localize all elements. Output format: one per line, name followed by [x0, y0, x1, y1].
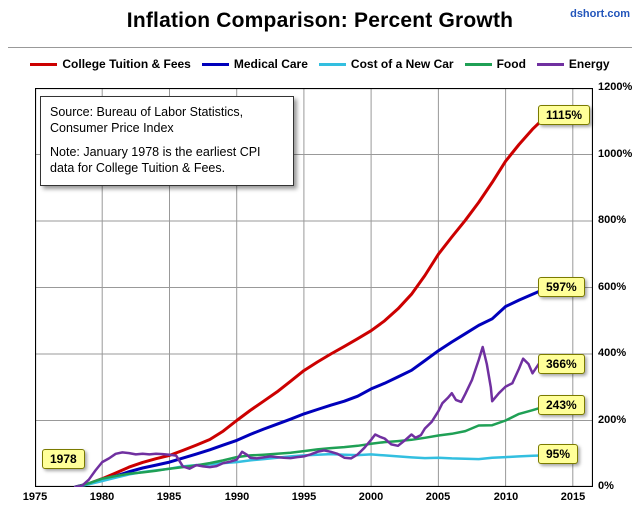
end-value-callout-tuition: 1115%	[538, 105, 591, 125]
x-axis-tick-label: 2010	[493, 491, 519, 503]
legend-label: Food	[496, 57, 526, 71]
series-line-new-car	[74, 452, 548, 489]
x-axis-tick-label: 1975	[22, 491, 48, 503]
x-axis-tick-label: 1995	[291, 491, 317, 503]
note-text: Note: January 1978 is the earliest CPI d…	[50, 145, 261, 175]
series-line-tuition	[73, 114, 548, 489]
source-text: Source: Bureau of Labor Statistics, Cons…	[50, 105, 244, 135]
legend-label: Cost of a New Car	[350, 57, 454, 71]
x-axis-tick-label: 1985	[156, 491, 182, 503]
chart-title: Inflation Comparison: Percent Growth	[126, 9, 514, 32]
legend-item-medical: Medical Care	[201, 57, 308, 71]
source-note-box: Source: Bureau of Labor Statistics, Cons…	[40, 96, 294, 186]
legend-item-tuition: College Tuition & Fees	[30, 57, 191, 71]
x-axis-tick-label: 1980	[89, 491, 115, 503]
y-axis-tick-label: 0%	[598, 480, 614, 492]
end-value-callout-energy: 366%	[538, 354, 585, 374]
x-axis-tick-label: 2000	[358, 491, 384, 503]
series-line-medical	[73, 287, 548, 489]
y-axis-tick-label: 1000%	[598, 148, 633, 160]
legend-swatch-food	[464, 62, 492, 66]
y-axis-tick-label: 200%	[598, 414, 627, 426]
x-axis-tick-label: 1990	[224, 491, 250, 503]
y-axis-tick-label: 1200%	[598, 81, 633, 93]
plot-border	[34, 87, 594, 488]
legend-swatch-energy	[536, 62, 564, 66]
end-value-callout-medical: 597%	[538, 277, 585, 297]
start-year-callout: 1978	[42, 449, 85, 469]
series-line-energy	[74, 345, 548, 489]
legend-item-energy: Energy	[536, 57, 610, 71]
legend-label: Medical Care	[233, 57, 308, 71]
series-line-food	[74, 404, 548, 489]
legend-item-food: Food	[464, 57, 526, 71]
legend-swatch-new-car	[318, 62, 346, 66]
y-axis-tick-label: 400%	[598, 347, 627, 359]
legend-label: Energy	[568, 57, 610, 71]
x-axis-tick-label: 2015	[560, 491, 586, 503]
header-divider	[8, 47, 632, 48]
legend-swatch-medical	[201, 62, 229, 66]
legend-label: College Tuition & Fees	[62, 57, 191, 71]
x-axis-tick-label: 2005	[425, 491, 451, 503]
end-value-callout-new-car: 95%	[538, 444, 579, 464]
site-link[interactable]: dshort.com	[570, 8, 630, 20]
legend-swatch-tuition	[30, 62, 58, 66]
y-axis-tick-label: 600%	[598, 281, 627, 293]
end-value-callout-food: 243%	[538, 395, 585, 415]
legend-item-new-car: Cost of a New Car	[318, 57, 454, 71]
y-axis-tick-label: 800%	[598, 214, 627, 226]
legend: College Tuition & Fees Medical Care Cost o…	[0, 57, 640, 71]
